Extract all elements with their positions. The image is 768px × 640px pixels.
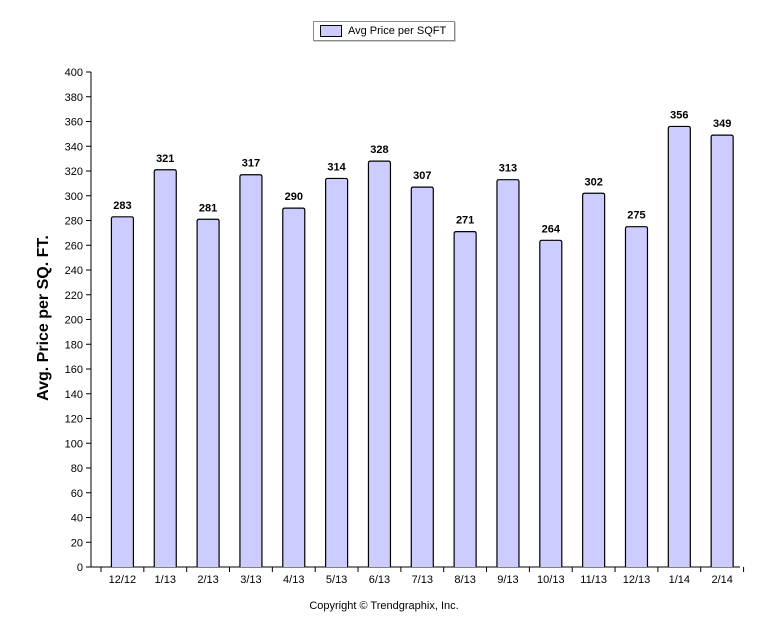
bar-value-label: 307 — [413, 170, 431, 182]
y-tick-label: 240 — [65, 265, 83, 277]
y-tick-label: 180 — [65, 339, 83, 351]
x-tick-label: 7/13 — [412, 574, 433, 586]
x-tick-label: 12/13 — [623, 574, 651, 586]
copyright-footer: Copyright © Trendgraphix, Inc. — [309, 600, 459, 612]
y-tick-label: 300 — [65, 191, 83, 203]
bar — [710, 134, 734, 567]
bar — [539, 239, 563, 567]
bar-value-label: 283 — [113, 200, 131, 212]
bar-value-label: 321 — [156, 153, 174, 165]
y-tick-label: 280 — [65, 216, 83, 228]
bar — [453, 231, 477, 567]
bar-value-label: 281 — [199, 202, 217, 214]
x-tick-label: 3/13 — [240, 574, 261, 586]
bar-value-label: 328 — [370, 144, 388, 156]
y-tick-label: 220 — [65, 290, 83, 302]
y-tick-label: 60 — [71, 488, 83, 500]
x-tick-label: 1/14 — [669, 574, 690, 586]
bar-value-label: 275 — [627, 210, 645, 222]
legend-label: Avg Price per SQFT — [348, 25, 447, 37]
y-tick-label: 100 — [65, 438, 83, 450]
bar-value-label: 349 — [713, 118, 731, 130]
x-tick-label: 9/13 — [497, 574, 518, 586]
bar-value-label: 271 — [456, 215, 474, 227]
legend-swatch — [320, 25, 342, 37]
bar-value-label: 264 — [542, 223, 561, 235]
x-tick-label: 2/13 — [197, 574, 218, 586]
bar-value-label: 317 — [242, 158, 260, 170]
chart-legend: Avg Price per SQFT — [313, 21, 455, 41]
y-tick-label: 80 — [71, 463, 83, 475]
y-tick-label: 20 — [71, 537, 83, 549]
bar — [239, 174, 263, 567]
y-tick-label: 380 — [65, 92, 83, 104]
y-tick-label: 340 — [65, 141, 83, 153]
bar — [410, 186, 434, 567]
y-tick-label: 260 — [65, 240, 83, 252]
x-tick-label: 10/13 — [537, 574, 565, 586]
bar — [110, 216, 135, 567]
x-tick-label: 12/12 — [109, 574, 137, 586]
x-tick-label: 11/13 — [580, 574, 607, 586]
x-tick-label: 5/13 — [326, 574, 347, 586]
bar — [282, 207, 306, 567]
x-tick-label: 4/13 — [283, 574, 304, 586]
bar — [667, 125, 691, 567]
y-tick-label: 160 — [65, 364, 83, 376]
y-tick-label: 320 — [65, 166, 83, 178]
x-tick-label: 1/13 — [155, 574, 176, 586]
bar-value-label: 302 — [584, 176, 602, 188]
bar — [624, 226, 649, 567]
bar — [153, 169, 177, 567]
bar-value-label: 314 — [327, 161, 346, 173]
y-tick-label: 360 — [65, 117, 83, 129]
bar — [496, 179, 520, 567]
bar — [582, 192, 606, 567]
bar — [325, 177, 349, 567]
y-tick-label: 200 — [65, 315, 83, 327]
y-tick-label: 120 — [65, 414, 83, 426]
y-tick-label: 400 — [65, 67, 83, 79]
x-tick-label: 8/13 — [454, 574, 475, 586]
bar — [196, 218, 220, 567]
x-tick-label: 6/13 — [369, 574, 390, 586]
y-tick-label: 140 — [65, 389, 83, 401]
x-tick-label: 2/14 — [711, 574, 732, 586]
bar-value-label: 290 — [285, 191, 303, 203]
bar-value-label: 313 — [499, 163, 517, 175]
bar-value-label: 356 — [670, 109, 688, 121]
y-tick-label: 40 — [71, 513, 83, 525]
bar — [367, 160, 392, 567]
y-tick-label: 0 — [77, 562, 83, 574]
